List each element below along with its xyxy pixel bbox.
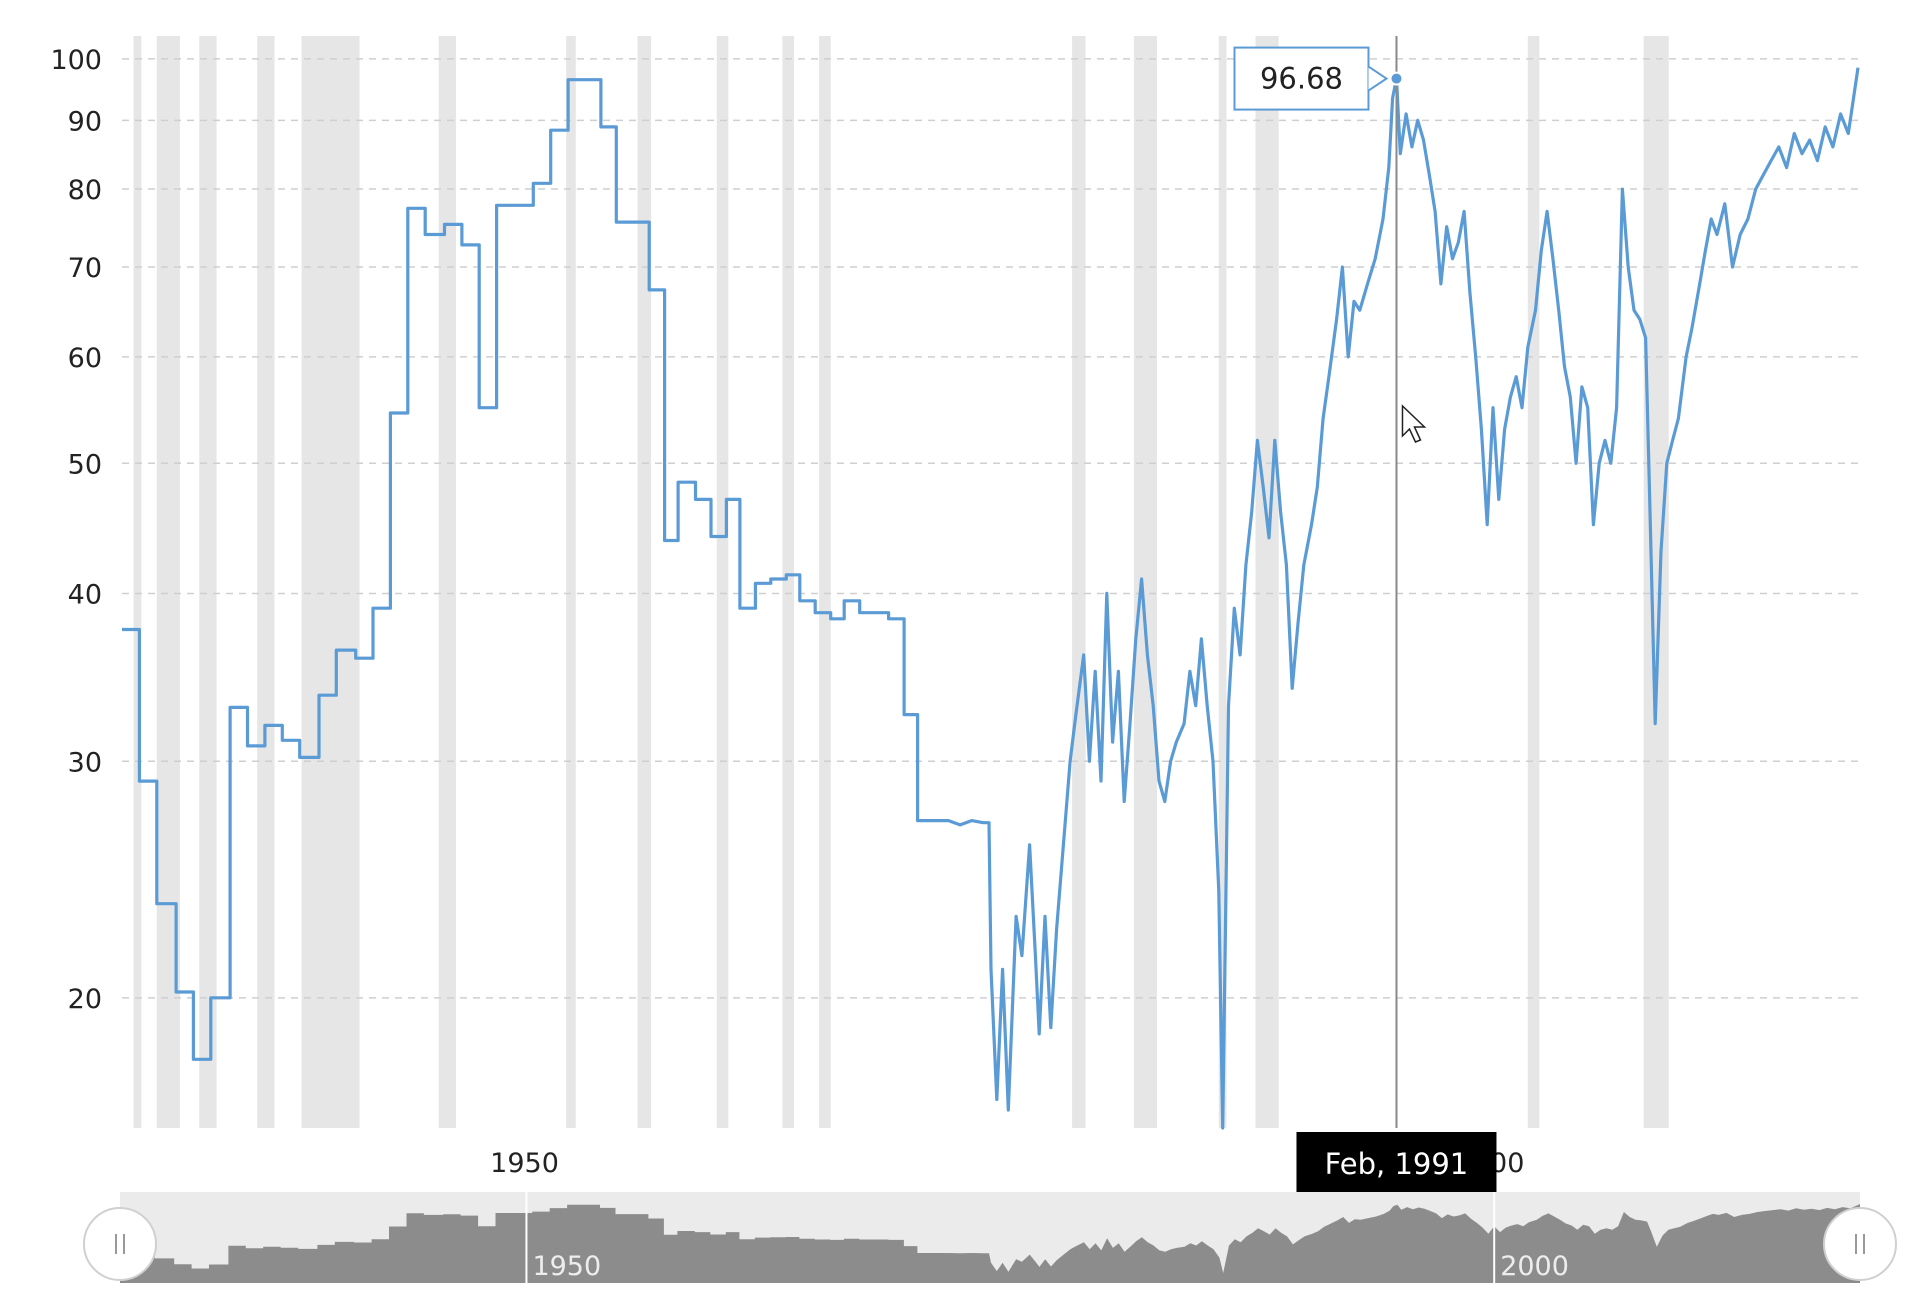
navigator-left-handle[interactable] bbox=[83, 1207, 157, 1281]
navigator-right-handle[interactable] bbox=[1823, 1207, 1897, 1281]
recession-bands bbox=[133, 36, 1669, 1128]
recession-band bbox=[1255, 36, 1279, 1128]
handle-knob bbox=[1823, 1207, 1897, 1281]
recession-band bbox=[716, 36, 729, 1128]
y-axis-ticks: 20 30 40 50 60 70 80 90 100 bbox=[50, 45, 102, 1015]
recession-band bbox=[1218, 36, 1227, 1128]
y-tick-label: 80 bbox=[68, 175, 102, 206]
recession-band bbox=[637, 36, 652, 1128]
recession-band bbox=[1527, 36, 1540, 1128]
y-tick-label: 30 bbox=[68, 747, 102, 778]
y-tick-label: 20 bbox=[68, 984, 102, 1015]
tooltip-marker bbox=[1389, 71, 1404, 86]
date-label-box bbox=[1296, 1132, 1497, 1196]
y-tick-label: 50 bbox=[68, 449, 102, 480]
x-tick-label: 1950 bbox=[490, 1148, 559, 1179]
recession-band bbox=[1133, 36, 1158, 1128]
y-tick-label: 100 bbox=[50, 45, 102, 76]
recession-band bbox=[1643, 36, 1669, 1128]
recession-band bbox=[133, 36, 142, 1128]
recession-band bbox=[257, 36, 275, 1128]
tooltip-arrow bbox=[1367, 65, 1389, 92]
tooltip-value: 96.68 bbox=[1260, 62, 1343, 96]
recession-band bbox=[1072, 36, 1086, 1128]
navigator-area bbox=[120, 1204, 1860, 1283]
navigator-tick-label: 1950 bbox=[532, 1251, 601, 1282]
range-navigator[interactable]: 1950 2000 bbox=[83, 1192, 1897, 1283]
recession-band bbox=[438, 36, 457, 1128]
crosshair-date-label: Feb, 1991 bbox=[1296, 1132, 1497, 1196]
series-line bbox=[122, 67, 1860, 1130]
mouse-pointer-icon bbox=[1401, 404, 1427, 443]
recession-band bbox=[566, 36, 576, 1128]
recession-band bbox=[156, 36, 180, 1128]
handle-knob bbox=[83, 1207, 157, 1281]
y-tick-label: 60 bbox=[68, 343, 102, 374]
tooltip-box bbox=[1233, 46, 1370, 111]
grid-lines bbox=[122, 58, 1858, 999]
recession-band bbox=[819, 36, 831, 1128]
y-tick-label: 90 bbox=[68, 106, 102, 137]
value-tooltip: 96.68 bbox=[1233, 46, 1404, 111]
series-layer bbox=[122, 67, 1860, 1130]
date-label-text: Feb, 1991 bbox=[1325, 1147, 1469, 1181]
y-tick-label: 40 bbox=[68, 579, 102, 610]
recession-band bbox=[199, 36, 217, 1128]
recession-band bbox=[782, 36, 794, 1128]
y-tick-label: 70 bbox=[68, 253, 102, 284]
navigator-tick-label: 2000 bbox=[1500, 1251, 1569, 1282]
recession-band bbox=[301, 36, 360, 1128]
navigator-ticks: 1950 2000 bbox=[525, 1192, 1569, 1283]
